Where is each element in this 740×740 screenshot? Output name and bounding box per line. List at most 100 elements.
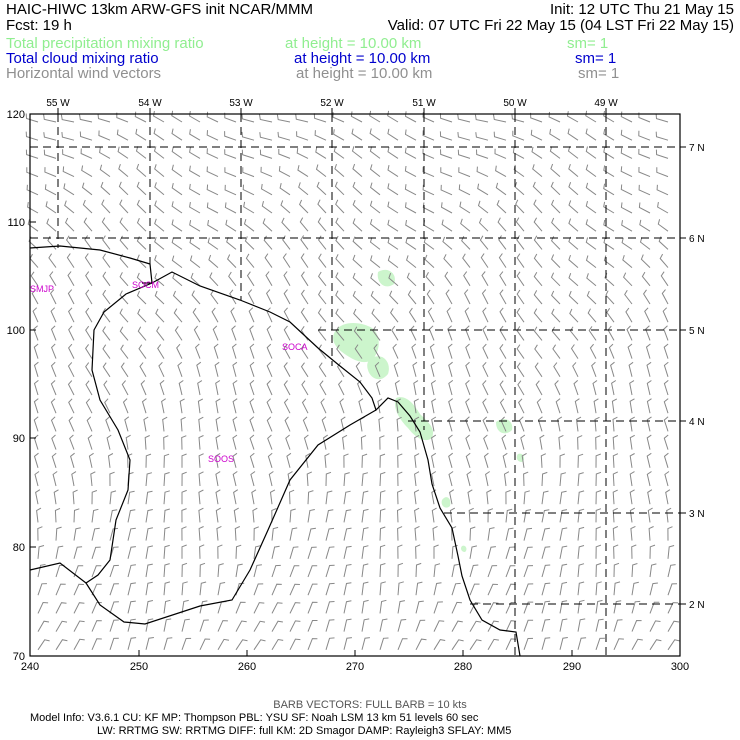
wind-barb xyxy=(336,362,345,378)
wind-barb xyxy=(87,434,93,450)
wind-barb xyxy=(516,289,525,305)
wind-barb xyxy=(307,490,314,505)
wind-barb xyxy=(325,582,335,596)
wind-barb xyxy=(102,289,111,305)
wind-barb xyxy=(279,182,291,196)
wind-barb xyxy=(83,217,93,232)
wind-barb xyxy=(444,271,453,287)
wind-barb xyxy=(197,380,203,396)
wind-barb xyxy=(176,343,183,359)
wind-barb xyxy=(325,527,335,541)
wind-barb xyxy=(249,325,255,341)
wind-barb xyxy=(249,380,255,396)
wind-barb xyxy=(268,471,274,487)
wind-barb xyxy=(431,434,437,450)
wind-barb xyxy=(79,114,93,123)
wind-barb xyxy=(352,272,363,287)
y-tick-label: 90 xyxy=(13,433,25,445)
wind-barb xyxy=(211,307,219,323)
wind-barb xyxy=(97,113,111,123)
wind-barb xyxy=(102,235,111,250)
wind-barb xyxy=(466,471,472,487)
wind-barb xyxy=(119,235,129,250)
wind-barb xyxy=(577,581,585,596)
wind-barb xyxy=(100,181,111,196)
wind-barb xyxy=(154,236,165,250)
wind-barb xyxy=(163,435,169,450)
wind-barb xyxy=(145,527,153,541)
wind-barb xyxy=(469,583,480,596)
wind-barb xyxy=(568,218,579,232)
wind-barb xyxy=(281,217,291,232)
wind-barb xyxy=(448,452,454,468)
wind-barb xyxy=(324,453,330,468)
wind-barb xyxy=(243,201,255,214)
wind-barb xyxy=(577,453,584,468)
wind-barb xyxy=(325,471,332,487)
lat-label: 6 N xyxy=(689,234,705,245)
wind-barb xyxy=(342,434,348,450)
wind-barb xyxy=(153,110,165,123)
wind-barb xyxy=(271,545,280,559)
wind-barb xyxy=(469,620,482,632)
wind-barb xyxy=(91,546,101,559)
wind-barb xyxy=(621,220,633,232)
wind-barb xyxy=(613,562,620,578)
wind-barb xyxy=(243,218,255,232)
wind-barb xyxy=(559,581,568,596)
field2-name: Total cloud mixing ratio xyxy=(6,50,159,67)
wind-barb xyxy=(229,289,237,305)
wind-barb xyxy=(145,545,154,559)
wind-barb xyxy=(253,564,262,578)
wind-barb xyxy=(109,490,117,505)
wind-barb xyxy=(217,638,230,651)
wind-barb xyxy=(631,563,638,578)
wind-barb xyxy=(61,132,75,141)
wind-barb xyxy=(404,111,417,123)
wind-barb xyxy=(45,201,57,214)
wind-barb xyxy=(541,600,551,614)
wind-barb xyxy=(50,398,57,414)
wind-barb xyxy=(442,236,453,250)
wind-barb xyxy=(283,271,291,287)
wind-barb xyxy=(622,255,633,268)
wind-barb xyxy=(284,416,291,432)
wind-barb xyxy=(305,452,311,468)
wind-barb xyxy=(302,416,309,432)
wind-barb xyxy=(271,508,277,523)
wind-barb xyxy=(189,111,201,123)
wind-barb xyxy=(397,581,404,596)
wind-barb xyxy=(552,344,561,359)
wind-barb xyxy=(551,308,561,323)
wind-barb xyxy=(516,307,525,323)
wind-barb xyxy=(196,361,202,377)
wind-barb xyxy=(516,235,525,250)
wind-barb xyxy=(181,618,190,632)
wind-barb xyxy=(71,471,77,487)
wind-barb xyxy=(405,220,417,232)
field2-height: at height = 10.00 km xyxy=(294,50,431,67)
wind-barb xyxy=(512,130,525,141)
wind-barb xyxy=(73,565,84,578)
wind-barb xyxy=(289,565,300,578)
wind-barb xyxy=(379,599,387,614)
wind-barb xyxy=(189,183,201,196)
wind-barb xyxy=(155,308,165,323)
wind-barb xyxy=(139,362,147,378)
wind-barb xyxy=(224,149,237,159)
wind-barb xyxy=(406,255,417,268)
wind-barb xyxy=(515,217,525,232)
wind-barb xyxy=(517,380,525,396)
wind-barb xyxy=(465,380,471,396)
wind-barb xyxy=(351,128,363,141)
wind-barb xyxy=(511,113,525,123)
bottom-grid-labels: 240 250 260 270 280 290 300 xyxy=(21,661,689,673)
wind-barb xyxy=(369,237,381,250)
wind-barb xyxy=(177,361,183,377)
wind-barb xyxy=(109,527,119,541)
wind-barb xyxy=(405,237,417,250)
wind-barb xyxy=(263,235,273,250)
wind-barb xyxy=(27,202,39,214)
wind-barb xyxy=(667,545,675,559)
wind-barb xyxy=(318,362,327,378)
